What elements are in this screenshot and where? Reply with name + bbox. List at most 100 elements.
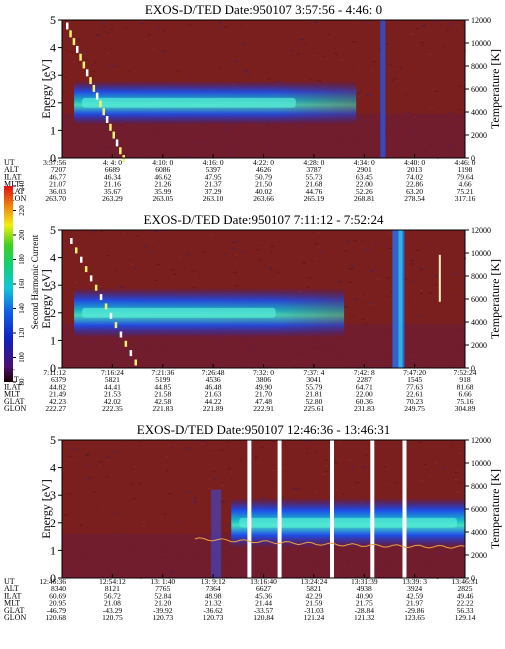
ephemeris-row-label: ILAT — [4, 172, 21, 181]
ephemeris-cell: 268.81 — [354, 194, 375, 203]
ephemeris-cell: -39.92 — [153, 606, 173, 615]
ephemeris-cell: 4626 — [256, 165, 271, 174]
ephemeris-cell: 21.75 — [356, 599, 373, 608]
y-tick-label: 3 — [50, 68, 56, 82]
ephemeris-cell: 21.53 — [104, 390, 121, 399]
ephemeris-cell: 7:11:12 — [43, 368, 66, 377]
ephemeris-cell: 48.98 — [205, 591, 222, 600]
ephemeris-cell: 7:21:36 — [151, 368, 174, 377]
ephemeris-cell: 1545 — [407, 375, 422, 384]
ephemeris-cell: 4:46: 0 — [454, 158, 475, 167]
ephemeris-cell: 6689 — [105, 165, 120, 174]
ephemeris-cell: 40.02 — [255, 187, 272, 196]
ephemeris-cell: 22.00 — [356, 390, 373, 399]
ephemeris-cell: -29.86 — [405, 606, 425, 615]
ephemeris-row-label: UT — [4, 158, 15, 167]
ephemeris-cell: 75.16 — [457, 397, 474, 406]
ephemeris-cell: 44.22 — [205, 397, 222, 406]
ephemeris-cell: 47.48 — [255, 397, 272, 406]
ephemeris-cell: 21.16 — [104, 180, 121, 189]
y-tick-label: 5 — [50, 223, 56, 237]
ephemeris-cell: 129.14 — [455, 613, 476, 622]
ephemeris-cell: 63.45 — [356, 172, 373, 181]
ephemeris-row-label: GLON — [4, 404, 26, 413]
panel-title: EXOS-D/TED Date:950107 3:57:56 - 4:46: 0 — [145, 2, 382, 17]
ephemeris-cell: 3924 — [407, 584, 422, 593]
ephemeris-cell: 4:40: 0 — [404, 158, 425, 167]
ephemeris-cell: 36.03 — [49, 187, 66, 196]
y-axis-left: 0 1 2 3 4 5 Energy [eV] — [39, 433, 62, 585]
ephemeris-row-label: MLT — [4, 390, 20, 399]
ephemeris-cell: 1198 — [458, 165, 473, 174]
y-tick-label: 1 — [50, 123, 56, 137]
ephemeris-cell: 12:54:12 — [99, 577, 126, 586]
ephemeris-cell: 20.95 — [49, 599, 66, 608]
ephemeris-cell: -46.79 — [47, 606, 67, 615]
ephemeris-cell: 5199 — [155, 375, 170, 384]
ephemeris-cell: 56.72 — [104, 591, 121, 600]
ephemeris-row-label: GLAT — [4, 606, 25, 615]
y-axis-label: Energy [eV] — [39, 59, 53, 118]
ephemeris-cell: 4536 — [206, 375, 221, 384]
ephemeris-cell: 8121 — [105, 584, 120, 593]
ephemeris-cell: 21.08 — [104, 599, 121, 608]
ephemeris-cell: 3787 — [306, 165, 321, 174]
y2-tick-label: 2000 — [471, 341, 487, 350]
y2-tick-label: 6000 — [471, 505, 487, 514]
ephemeris-cell: 4:22: 0 — [253, 158, 274, 167]
ephemeris-cell: 13:31:39 — [351, 577, 378, 586]
y-tick-label: 3 — [50, 278, 56, 292]
ephemeris-cell: 45.36 — [255, 591, 272, 600]
ephemeris-row-label: UT — [4, 577, 15, 586]
ephemeris-table: UTALTILATMLTGLATGLON7:11:12637944.8221.4… — [4, 368, 477, 413]
ephemeris-cell: 21.50 — [255, 180, 272, 189]
y2-tick-label: 4000 — [471, 528, 487, 537]
y2-tick-label: 12000 — [471, 436, 491, 445]
y-tick-label: 4 — [50, 251, 56, 265]
ephemeris-cell: 13: 1:40 — [150, 577, 175, 586]
ephemeris-cell: 7:37: 4 — [303, 368, 324, 377]
ephemeris-cell: 278.54 — [404, 194, 425, 203]
ephemeris-cell: 3806 — [256, 375, 271, 384]
colorbar-tick-label: 120 — [18, 327, 26, 338]
ephemeris-cell: 263.29 — [102, 194, 123, 203]
ephemeris-cell: 120.84 — [253, 613, 274, 622]
ephemeris-cell: 49.46 — [457, 591, 474, 600]
ephemeris-cell: 21.58 — [154, 390, 171, 399]
ephemeris-cell: 3041 — [306, 375, 321, 384]
ephemeris-cell: 22.61 — [406, 390, 423, 399]
y2-tick-label: 0 — [471, 574, 475, 583]
ephemeris-cell: 121.32 — [354, 613, 375, 622]
ephemeris-cell: 70.23 — [406, 397, 423, 406]
ephemeris-cell: 35.99 — [154, 187, 171, 196]
ephemeris-cell: 21.81 — [305, 390, 322, 399]
y2-tick-label: 6000 — [471, 85, 487, 94]
ephemeris-cell: 3:57:56 — [43, 158, 66, 167]
ephemeris-cell: 120.73 — [203, 613, 224, 622]
y-tick-label: 2 — [50, 306, 56, 320]
ephemeris-cell: 21.49 — [49, 390, 66, 399]
ephemeris-cell: 120.75 — [102, 613, 123, 622]
ephemeris-cell: 2287 — [357, 375, 372, 384]
ephemeris-cell: 44.41 — [104, 382, 121, 391]
ephemeris-cell: 21.44 — [255, 599, 272, 608]
colorbar-tick-label: 80 — [18, 378, 26, 386]
ephemeris-cell: 5821 — [105, 375, 120, 384]
vertical-stripe — [380, 20, 386, 158]
y-tick-label: 5 — [50, 433, 56, 447]
ephemeris-cell: 263.66 — [253, 194, 274, 203]
ephemeris-cell: 46.62 — [154, 172, 171, 181]
y-axis-left: 0 1 2 3 4 5 Energy [eV] — [39, 13, 62, 165]
ephemeris-cell: 22.00 — [356, 180, 373, 189]
y-axis-right: 0 2000 4000 6000 8000 10000 12000 Temperature [… — [465, 436, 502, 583]
ephemeris-cell: -28.84 — [355, 606, 375, 615]
ephemeris-cell: 123.65 — [404, 613, 425, 622]
ephemeris-cell: 21.63 — [205, 390, 222, 399]
colorbar-tick-label: 160 — [18, 278, 26, 289]
ephemeris-cell: 52.26 — [356, 187, 373, 196]
data-gap — [247, 440, 252, 578]
ephemeris-cell: 42.59 — [406, 591, 423, 600]
ephemeris-cell: 120.68 — [45, 613, 66, 622]
